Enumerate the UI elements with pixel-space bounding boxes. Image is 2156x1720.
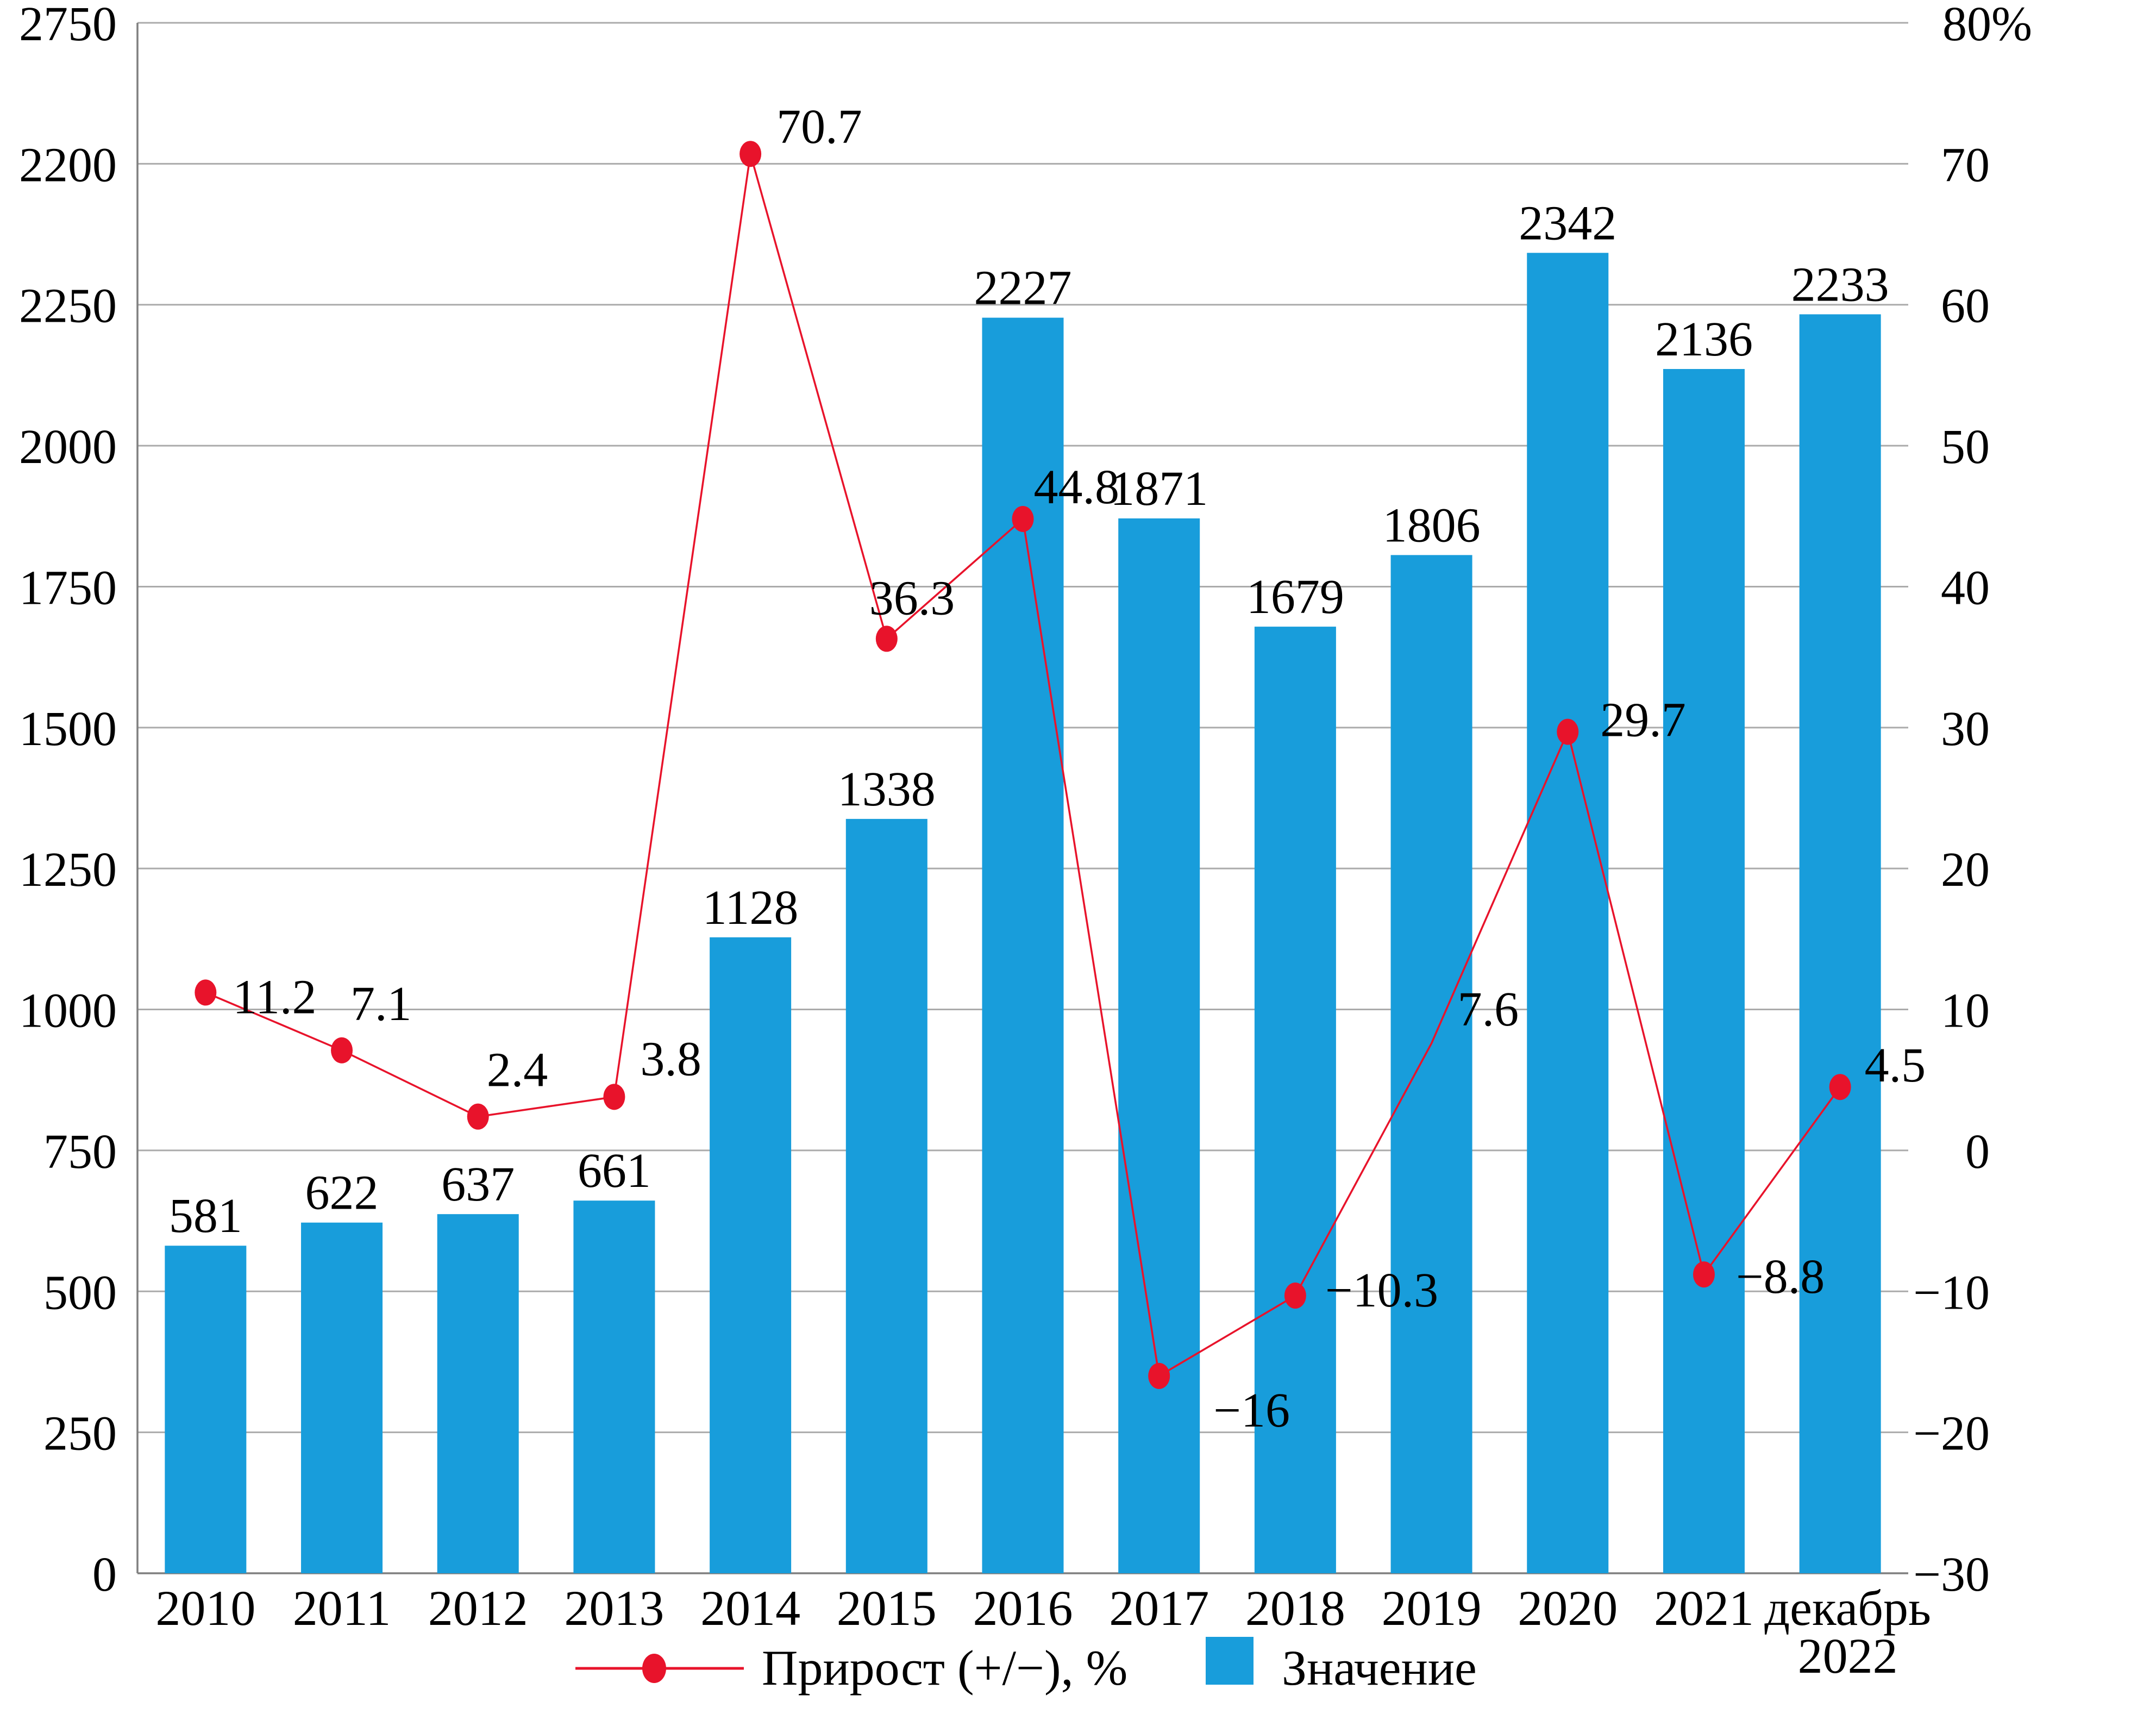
x-axis-label: 2020 [1518,1580,1618,1636]
bar-value-label: 1338 [838,762,936,816]
x-axis-label: 2017 [1109,1580,1209,1636]
line-value-label: 11.2 [233,970,316,1024]
bar-2018 [1254,627,1336,1573]
line-value-label: 36.3 [869,571,955,625]
right-axis-tick-label: 30 [1941,702,1990,756]
bar-value-label: 622 [305,1166,379,1220]
x-axis-label: 2021 [1654,1580,1754,1636]
left-axis-tick-label: 2000 [19,420,117,474]
bar-value-label: 2227 [974,261,1072,315]
right-axis-tick-label: 50 [1941,420,1990,474]
left-axis-tick-label: 250 [43,1407,117,1461]
line-value-label: 7.6 [1458,983,1519,1036]
bar-2015 [845,818,927,1573]
marker-2016 [1012,505,1034,532]
left-axis-tick-label: 2200 [19,138,117,192]
line-value-label: 44.8 [1034,460,1120,514]
legend-square-icon [1206,1637,1254,1685]
marker-2011 [331,1037,353,1064]
right-axis-tick-label: 40 [1941,561,1990,615]
left-axis-tick-label: 1000 [19,984,117,1038]
line-value-label: 29.7 [1600,693,1686,747]
bar-2012 [437,1214,519,1573]
x-axis-label: 2012 [428,1580,528,1636]
right-axis-tick-label: 20 [1941,843,1990,897]
line-value-label: −8.8 [1736,1250,1825,1304]
bar-value-label: 2342 [1519,196,1616,250]
line-value-label: 4.5 [1865,1039,1926,1092]
x-axis-label: 2019 [1382,1580,1482,1636]
marker-2012 [467,1103,489,1130]
bar-2020 [1527,253,1609,1573]
bar-value-label: 1128 [703,881,799,935]
x-axis-label: 2018 [1245,1580,1345,1636]
marker-декабрь-2022 [1829,1074,1851,1100]
marker-2018 [1284,1283,1306,1309]
right-axis-tick-label: −30 [1913,1548,1990,1602]
marker-2017 [1148,1362,1170,1389]
bar-value-label: 1871 [1110,462,1208,516]
bar-2014 [710,937,792,1573]
marker-2013 [603,1084,625,1110]
x-axis-label: 2013 [564,1580,664,1636]
bar-2013 [573,1200,655,1573]
left-axis-tick-label: 0 [92,1548,117,1602]
line-value-label: −10.3 [1325,1264,1438,1317]
left-axis-tick-label: 1750 [19,561,117,615]
left-axis-tick-label: 750 [43,1125,117,1179]
bar-2010 [165,1246,247,1573]
left-axis-tick-label: 500 [43,1266,117,1319]
right-axis-tick-label: −10 [1913,1266,1990,1319]
bar-value-label: 1679 [1246,570,1344,624]
right-axis-tick-label: 70 [1941,138,1990,192]
marker-2020 [1557,718,1579,745]
line-value-label: 3.8 [640,1032,701,1086]
bar-2021 [1663,368,1745,1573]
line-value-label: 70.7 [776,100,862,154]
line-value-label: −16 [1213,1384,1290,1437]
bar-value-label: 2233 [1791,258,1889,311]
bar-value-label: 1806 [1383,498,1481,552]
bar-value-label: 637 [441,1158,515,1211]
marker-2021 [1693,1261,1715,1288]
right-axis-tick-label: 60 [1941,279,1990,333]
bar-value-label: 661 [578,1144,651,1198]
x-axis-label: 2011 [293,1580,391,1636]
line-value-label: 7.1 [350,977,412,1031]
left-axis-tick-label: 2750 [19,0,117,51]
left-axis-tick-label: 2250 [19,279,117,333]
legend-line-marker-icon [642,1654,666,1683]
line-value-label: 2.4 [487,1043,548,1097]
bar-value-label: 2136 [1655,312,1753,366]
x-axis-label: 2010 [155,1580,255,1636]
left-axis-tick-label: 1250 [19,843,117,897]
x-axis-label: декабрь [1764,1580,1931,1636]
right-axis-tick-label: 10 [1941,984,1990,1038]
right-axis-tick-label: 80% [1942,0,2032,51]
bar-декабрь-2022 [1799,314,1881,1573]
marker-2014 [739,141,762,167]
marker-2015 [875,626,898,652]
x-axis-label: 2016 [973,1580,1073,1636]
marker-2010 [195,979,217,1006]
x-axis-label: 2022 [1798,1628,1898,1684]
right-axis-tick-label: 0 [1965,1125,1990,1179]
bar-2011 [301,1222,383,1573]
bar-value-label: 581 [169,1189,242,1243]
legend-label-value: Значение [1282,1640,1477,1696]
right-axis-tick-label: −20 [1913,1407,1990,1461]
x-axis-label: 2015 [837,1580,937,1636]
bar-2017 [1118,518,1200,1573]
bar-2019 [1390,555,1472,1573]
left-axis-tick-label: 1500 [19,702,117,756]
legend-label-growth: Прирост (+/−), % [762,1640,1127,1696]
x-axis-label: 2014 [700,1580,800,1636]
